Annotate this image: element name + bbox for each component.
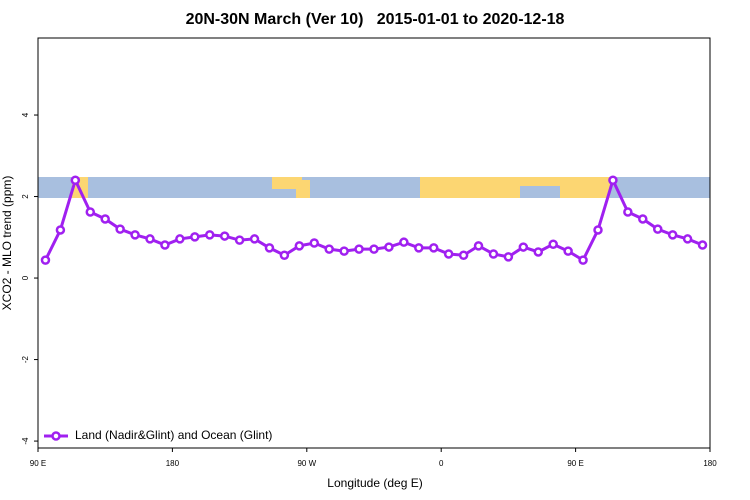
x-axis-label: Longitude (deg E)	[327, 476, 422, 490]
legend-marker	[51, 431, 61, 441]
data-point	[578, 255, 588, 265]
x-tick-label: 90 E	[567, 459, 583, 468]
data-point	[384, 242, 394, 252]
data-point	[548, 239, 558, 249]
data-point	[190, 232, 200, 242]
data-point	[145, 234, 155, 244]
data-point	[652, 224, 663, 234]
data-point	[130, 230, 140, 240]
data-point	[667, 230, 678, 240]
x-tick-label: 0	[439, 459, 444, 468]
x-tick-label: 90 E	[30, 459, 46, 468]
data-point	[697, 240, 708, 250]
data-point	[85, 207, 96, 217]
data-point	[399, 237, 409, 247]
data-point	[623, 207, 633, 217]
data-point	[204, 230, 215, 240]
data-point	[443, 249, 454, 259]
x-tick-label: 90 W	[297, 459, 316, 468]
y-tick-label: 4	[21, 112, 30, 117]
data-point	[428, 243, 439, 253]
data-point	[294, 241, 305, 251]
data-point	[309, 238, 320, 248]
data-point	[458, 250, 469, 260]
data-point	[249, 234, 260, 244]
data-point	[682, 234, 693, 244]
data-point	[55, 225, 66, 235]
data-point	[369, 244, 379, 254]
data-point	[414, 243, 424, 253]
data-point	[473, 241, 484, 251]
data-point	[324, 244, 334, 254]
x-tick-label: 180	[166, 459, 180, 468]
data-point	[354, 244, 364, 254]
y-axis-label: XCO2 - MLO trend (ppm)	[0, 176, 14, 311]
land-patch	[420, 177, 610, 198]
data-point	[593, 225, 603, 235]
data-point	[563, 246, 573, 256]
data-point	[234, 235, 245, 245]
data-point	[533, 247, 544, 257]
sea-patch	[520, 186, 560, 198]
x-tick-label: 180	[703, 459, 717, 468]
chart-title: 20N-30N March (Ver 10) 2015-01-01 to 202…	[186, 11, 565, 28]
data-point	[100, 214, 110, 224]
data-point	[264, 243, 275, 253]
y-tick-label: 0	[21, 275, 30, 280]
data-point	[175, 234, 185, 244]
land-patch	[296, 180, 310, 198]
y-tick-label: -2	[21, 355, 30, 363]
data-point	[608, 175, 618, 185]
plot-frame	[37, 37, 711, 449]
data-point	[70, 175, 81, 185]
data-point	[279, 250, 290, 260]
data-point	[488, 249, 499, 259]
land-patch	[272, 177, 302, 189]
data-point	[638, 214, 648, 224]
data-point	[339, 246, 349, 256]
data-point	[160, 240, 170, 250]
legend-label: Land (Nadir&Glint) and Ocean (Glint)	[75, 428, 272, 442]
data-point	[40, 255, 51, 265]
data-point	[503, 252, 514, 262]
data-point	[219, 231, 230, 241]
y-tick-label: 2	[21, 194, 30, 199]
data-point	[518, 242, 529, 252]
data-point	[115, 224, 125, 234]
y-tick-label: -4	[21, 437, 30, 445]
